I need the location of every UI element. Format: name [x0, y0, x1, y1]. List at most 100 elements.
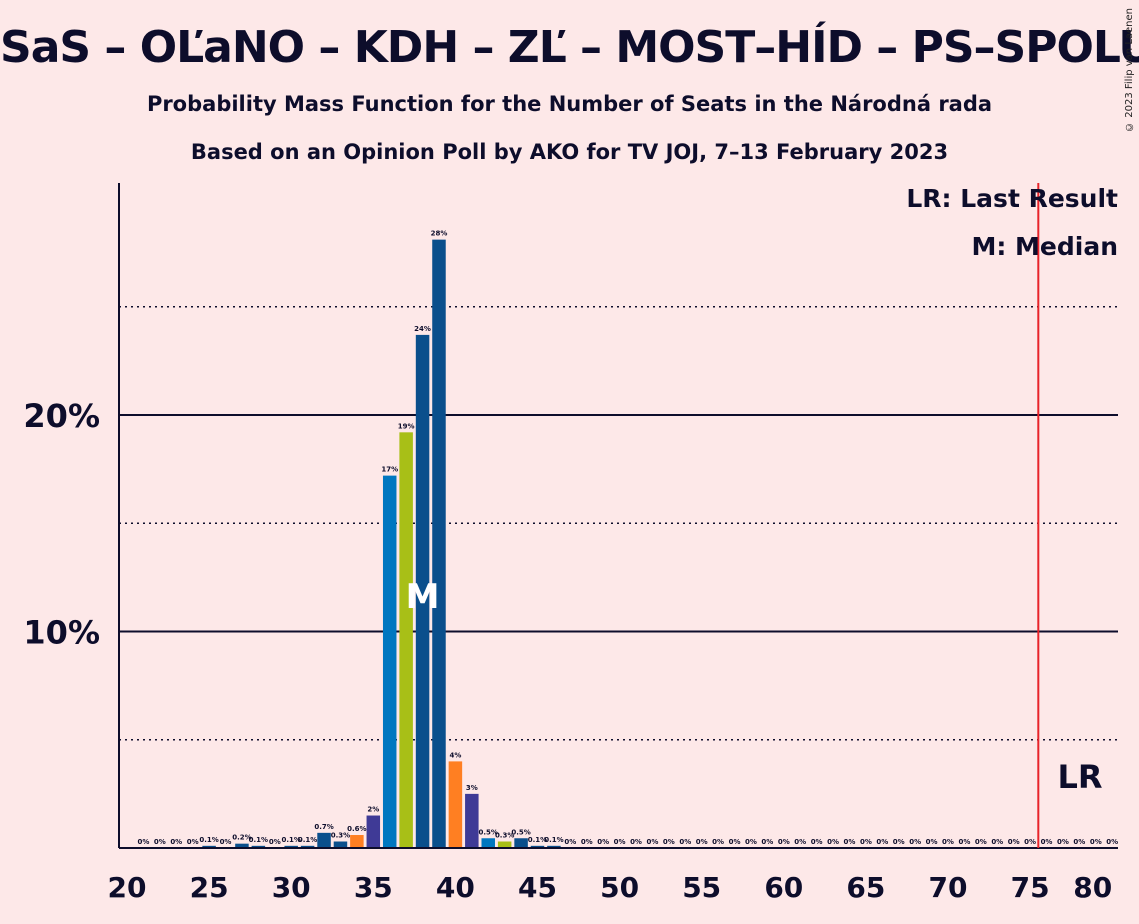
bar-data-label: 0% [958, 838, 970, 846]
x-tick-label: 80 [1073, 871, 1112, 904]
bar-data-label: 0.7% [314, 823, 333, 831]
bar-data-label: 0% [794, 838, 806, 846]
bar-data-label: 0% [991, 838, 1003, 846]
bar [300, 845, 315, 848]
bar [284, 845, 298, 848]
bar-data-label: 0% [663, 838, 675, 846]
bar-data-label: 0% [712, 838, 724, 846]
bar-data-label: 0% [860, 838, 872, 846]
bar-data-label: 0% [893, 838, 905, 846]
bar-data-label: 0% [696, 838, 708, 846]
bar [547, 845, 561, 848]
chart-title: SaS – OĽaNO – KDH – ZĽ – MOST–HÍD – PS–S… [0, 22, 1139, 73]
bar-data-label: 0.2% [232, 834, 251, 842]
bar-data-label: 0% [778, 838, 790, 846]
bar-data-label: 0% [1106, 838, 1118, 846]
bar-data-label: 0% [827, 838, 839, 846]
bar [497, 841, 512, 848]
bar-data-label: 0.3% [495, 832, 514, 840]
bar-data-label: 0% [1090, 838, 1102, 846]
bar-data-label: 0% [844, 838, 856, 846]
x-tick-label: 75 [1011, 871, 1050, 904]
last-result-label: LR [1057, 758, 1102, 796]
x-tick-label: 60 [764, 871, 803, 904]
bar-data-label: 0% [581, 838, 593, 846]
x-tick-label: 50 [600, 871, 639, 904]
bar [366, 815, 381, 848]
legend-median: M: Median [971, 232, 1118, 261]
bar [415, 334, 430, 848]
bar-data-label: 0% [811, 838, 823, 846]
bar-data-label: 0.5% [479, 828, 498, 836]
bar [530, 845, 545, 848]
bar [448, 761, 463, 848]
bar-data-label: 0% [614, 838, 626, 846]
bar-data-label: 0% [597, 838, 609, 846]
bar [465, 793, 479, 848]
x-tick-label: 25 [190, 871, 229, 904]
legend-last-result: LR: Last Result [906, 184, 1118, 213]
bar-data-label: 0% [630, 838, 642, 846]
x-tick-label: 45 [518, 871, 557, 904]
median-marker: M [406, 577, 440, 617]
bar-data-label: 0.1% [544, 836, 563, 844]
bar-data-label: 0% [187, 838, 199, 846]
bar [481, 838, 495, 848]
bar-data-label: 0% [269, 838, 281, 846]
bar-data-label: 28% [431, 230, 448, 238]
bar-data-label: 0% [1041, 838, 1053, 846]
bar [333, 841, 348, 848]
bar-data-label: 0% [926, 838, 938, 846]
bar-data-label: 17% [381, 466, 398, 474]
bar-data-label: 0.1% [249, 836, 268, 844]
bar-data-label: 0% [646, 838, 658, 846]
bar [514, 838, 528, 848]
bar-data-label: 0% [137, 838, 149, 846]
bar-data-label: 0% [154, 838, 166, 846]
bar-data-label: 3% [466, 784, 478, 792]
bar [317, 832, 331, 848]
bar-data-label: 0% [876, 838, 888, 846]
bar [202, 845, 216, 848]
bar-data-label: 19% [398, 422, 415, 430]
bar-data-label: 0% [1057, 838, 1069, 846]
bar-data-label: 2% [367, 806, 379, 814]
bar-data-label: 0% [909, 838, 921, 846]
chart-subtitle: Probability Mass Function for the Number… [146, 92, 993, 116]
bar-data-label: 0% [679, 838, 691, 846]
bar [382, 475, 397, 848]
bar-data-label: 0.5% [511, 828, 530, 836]
x-tick-label: 55 [682, 871, 721, 904]
x-tick-label: 20 [108, 871, 147, 904]
bar-data-label: 0.1% [298, 836, 317, 844]
bar [399, 432, 413, 848]
bar-data-label: 0% [564, 838, 576, 846]
bar-data-label: 0% [761, 838, 773, 846]
y-tick-label: 10% [23, 614, 100, 652]
x-tick-label: 40 [436, 871, 475, 904]
bar [251, 845, 266, 848]
bar [432, 239, 446, 848]
bar-data-label: 0% [220, 838, 232, 846]
bar-data-label: 0.3% [331, 832, 350, 840]
bar-data-label: 4% [449, 751, 461, 759]
y-tick-label: 20% [23, 397, 100, 435]
bar-data-label: 0% [1073, 838, 1085, 846]
bar-data-label: 0.1% [281, 836, 300, 844]
bar-data-label: 0% [1008, 838, 1020, 846]
chart-subtitle-source: Based on an Opinion Poll by AKO for TV J… [190, 140, 949, 164]
bar-data-label: 0.6% [347, 825, 366, 833]
x-tick-label: 70 [929, 871, 968, 904]
bar-data-label: 0.1% [528, 836, 547, 844]
bar-data-label: 0% [170, 838, 182, 846]
bar-data-label: 0% [729, 838, 741, 846]
bar-data-label: 0% [745, 838, 757, 846]
bar-data-label: 0.1% [199, 836, 218, 844]
bar [350, 835, 364, 848]
bar-data-label: 0% [1024, 838, 1036, 846]
bar [235, 843, 249, 848]
bar-data-label: 0% [942, 838, 954, 846]
bar-data-label: 0% [975, 838, 987, 846]
x-tick-label: 65 [846, 871, 885, 904]
